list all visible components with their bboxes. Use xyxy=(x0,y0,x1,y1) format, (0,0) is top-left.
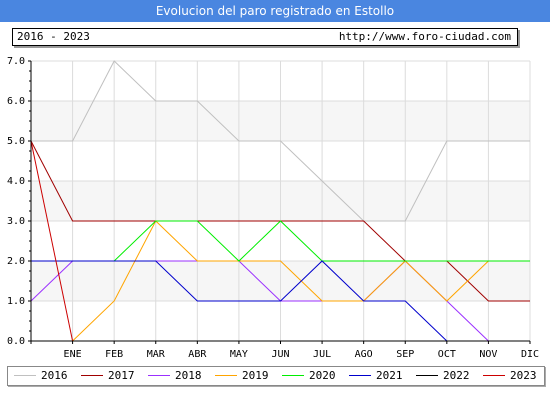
y-tick-label: 6.0 xyxy=(7,96,25,107)
series-line-2021 xyxy=(31,260,448,342)
legend-label: 2019 xyxy=(242,369,269,382)
y-tick-label: 4.0 xyxy=(7,176,25,187)
legend-swatch xyxy=(14,375,36,376)
legend-label: 2016 xyxy=(41,369,68,382)
x-tick-label: FEB xyxy=(105,349,123,360)
legend-swatch xyxy=(148,375,170,376)
y-tick-label: 3.0 xyxy=(7,216,25,227)
y-tick-label: 2.0 xyxy=(7,256,25,267)
x-tick-label: ENE xyxy=(64,349,82,360)
x-tick-label: MAR xyxy=(147,349,166,360)
x-tick-label: DIC xyxy=(521,349,539,360)
series-line-2016 xyxy=(31,60,530,222)
y-tick-label: 1.0 xyxy=(7,296,25,307)
series-line-2023 xyxy=(30,140,74,342)
legend-swatch xyxy=(215,375,237,376)
legend-label: 2023 xyxy=(510,369,537,382)
legend-label: 2018 xyxy=(175,369,202,382)
x-tick-label: OCT xyxy=(438,349,456,360)
legend-swatch xyxy=(81,375,103,376)
legend-swatch xyxy=(483,375,505,376)
x-tick-label: MAY xyxy=(230,349,248,360)
y-tick-label: 5.0 xyxy=(7,136,25,147)
legend-swatch xyxy=(282,375,304,376)
x-tick-label: JUL xyxy=(313,349,331,360)
period-label: 2016 - 2023 xyxy=(17,30,90,43)
legend-label: 2021 xyxy=(376,369,403,382)
chart-title: Evolucion del paro registrado en Estollo xyxy=(0,0,550,22)
legend-swatch xyxy=(349,375,371,376)
source-url[interactable]: http://www.foro-ciudad.com xyxy=(338,30,511,43)
legend: 2016 2017 2018 2019 2020 2021 2022 2023 xyxy=(7,366,545,386)
x-tick-label: SEP xyxy=(396,349,414,360)
series-lines xyxy=(30,60,530,342)
legend-label: 2020 xyxy=(309,369,336,382)
x-tick-label: AGO xyxy=(355,349,373,360)
series-line-2019 xyxy=(72,220,489,342)
y-tick-label: 0.0 xyxy=(7,336,25,347)
y-tick-label: 7.0 xyxy=(7,56,25,67)
legend-label: 2022 xyxy=(443,369,470,382)
x-tick-label: NOV xyxy=(479,349,497,360)
x-tick-label: JUN xyxy=(271,349,289,360)
legend-label: 2017 xyxy=(108,369,135,382)
legend-swatch xyxy=(416,375,438,376)
axes xyxy=(28,60,531,344)
x-tick-label: ABR xyxy=(188,349,207,360)
info-box: 2016 - 2023 http://www.foro-ciudad.com xyxy=(12,28,518,46)
x-axis-labels: ENE FEB MAR ABR MAY JUN JUL AGO SEP OCT NOV DIC xyxy=(64,349,539,360)
y-axis-labels: 0.0 1.0 2.0 3.0 4.0 5.0 6.0 7.0 xyxy=(7,56,25,347)
